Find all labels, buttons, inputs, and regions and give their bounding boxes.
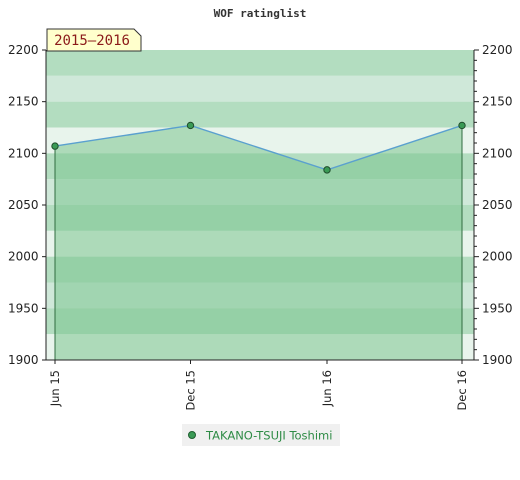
y-axis-right: 1900 1950 2000 2050 2100 2150 2200 [473,43,513,367]
y-tick-label-left: 2200 [8,43,39,57]
area-fill [55,125,462,360]
chart-title: WOF ratinglist [214,7,307,20]
season-badge: 2015–2016 [46,28,142,52]
legend-label: TAKANO-TSUJI Toshimi [205,429,332,443]
legend-marker [188,431,196,439]
x-tick-label: Jun 15 [48,370,62,407]
y-tick-label-right: 2200 [482,43,513,57]
x-tick-label: Jun 16 [320,370,334,407]
y-axis-left: 1900 1950 2000 2050 2100 2150 2200 [8,43,47,367]
series-group [51,121,466,174]
season-label: 2015–2016 [54,33,130,49]
grid-band [46,50,474,76]
legend[interactable]: TAKANO-TSUJI Toshimi [182,424,340,446]
y-tick-label-right: 2100 [482,146,513,160]
data-point-4[interactable] [458,121,466,130]
rating-area [54,125,463,360]
x-axis: Jun 15 Dec 15 Jun 16 Dec 16 [46,359,474,411]
x-tick-label: Dec 16 [455,370,469,411]
data-point-3[interactable] [323,166,331,174]
y-tick-label-left: 1900 [8,353,39,367]
y-tick-label-left: 2050 [8,198,39,212]
series-line [54,124,463,171]
y-tick-label-right: 2150 [482,95,513,109]
y-tick-label-right: 2000 [482,250,513,264]
x-tick-label: Dec 15 [184,370,198,411]
y-tick-label-right: 1900 [482,353,513,367]
y-tick-label-left: 2000 [8,250,39,264]
y-tick-label-left: 2150 [8,95,39,109]
y-tick-label-right: 1950 [482,301,513,315]
grid-band [46,101,474,128]
y-tick-label-left: 1950 [8,301,39,315]
grid-band [46,75,474,102]
data-point-1[interactable] [51,142,59,150]
data-point-2[interactable] [186,121,195,130]
y-tick-label-left: 2100 [8,146,39,160]
y-tick-label-right: 2050 [482,198,513,212]
